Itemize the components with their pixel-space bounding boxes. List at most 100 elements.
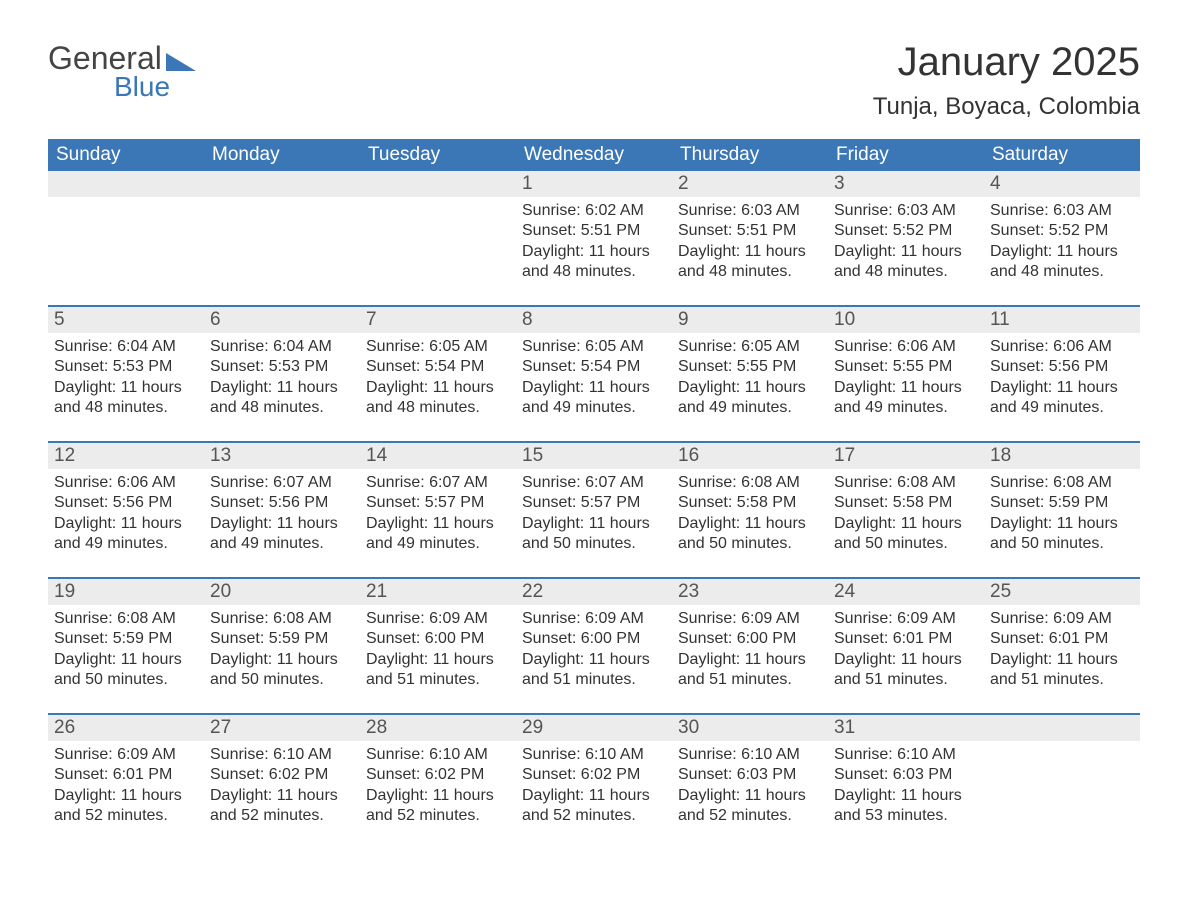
day2-text: and 49 minutes. bbox=[678, 398, 822, 418]
day-number: 17 bbox=[828, 443, 984, 469]
sunrise-text: Sunrise: 6:10 AM bbox=[522, 745, 666, 765]
day-cell bbox=[360, 197, 516, 305]
day-number: 18 bbox=[984, 443, 1140, 469]
day-number: 21 bbox=[360, 579, 516, 605]
day1-text: Daylight: 11 hours bbox=[834, 786, 978, 806]
day1-text: Daylight: 11 hours bbox=[990, 650, 1134, 670]
day1-text: Daylight: 11 hours bbox=[54, 378, 198, 398]
day-number bbox=[984, 715, 1140, 741]
day2-text: and 50 minutes. bbox=[522, 534, 666, 554]
day-number: 28 bbox=[360, 715, 516, 741]
sunset-text: Sunset: 6:01 PM bbox=[834, 629, 978, 649]
day2-text: and 49 minutes. bbox=[522, 398, 666, 418]
day1-text: Daylight: 11 hours bbox=[678, 242, 822, 262]
sunset-text: Sunset: 6:01 PM bbox=[54, 765, 198, 785]
sunrise-text: Sunrise: 6:10 AM bbox=[210, 745, 354, 765]
day1-text: Daylight: 11 hours bbox=[522, 242, 666, 262]
sunrise-text: Sunrise: 6:10 AM bbox=[366, 745, 510, 765]
day-number: 31 bbox=[828, 715, 984, 741]
day2-text: and 49 minutes. bbox=[366, 534, 510, 554]
sunset-text: Sunset: 5:55 PM bbox=[678, 357, 822, 377]
day2-text: and 50 minutes. bbox=[990, 534, 1134, 554]
day-cell bbox=[48, 197, 204, 305]
day2-text: and 51 minutes. bbox=[678, 670, 822, 690]
day-headers-row: SundayMondayTuesdayWednesdayThursdayFrid… bbox=[48, 139, 1140, 171]
day1-text: Daylight: 11 hours bbox=[366, 514, 510, 534]
day1-text: Daylight: 11 hours bbox=[54, 650, 198, 670]
day-header: Monday bbox=[204, 139, 360, 171]
week-row: 12131415161718Sunrise: 6:06 AMSunset: 5:… bbox=[48, 441, 1140, 577]
day-cell: Sunrise: 6:04 AMSunset: 5:53 PMDaylight:… bbox=[48, 333, 204, 441]
day-number: 1 bbox=[516, 171, 672, 197]
day2-text: and 50 minutes. bbox=[210, 670, 354, 690]
day2-text: and 52 minutes. bbox=[366, 806, 510, 826]
day2-text: and 48 minutes. bbox=[210, 398, 354, 418]
sunrise-text: Sunrise: 6:02 AM bbox=[522, 201, 666, 221]
day-cell: Sunrise: 6:02 AMSunset: 5:51 PMDaylight:… bbox=[516, 197, 672, 305]
day-header: Wednesday bbox=[516, 139, 672, 171]
day-cell: Sunrise: 6:09 AMSunset: 6:01 PMDaylight:… bbox=[984, 605, 1140, 713]
day1-text: Daylight: 11 hours bbox=[366, 378, 510, 398]
day-cell: Sunrise: 6:08 AMSunset: 5:58 PMDaylight:… bbox=[672, 469, 828, 577]
sunrise-text: Sunrise: 6:06 AM bbox=[834, 337, 978, 357]
day-number: 19 bbox=[48, 579, 204, 605]
week-row: 262728293031Sunrise: 6:09 AMSunset: 6:01… bbox=[48, 713, 1140, 849]
day1-text: Daylight: 11 hours bbox=[678, 378, 822, 398]
sunrise-text: Sunrise: 6:09 AM bbox=[366, 609, 510, 629]
day-header: Tuesday bbox=[360, 139, 516, 171]
day2-text: and 48 minutes. bbox=[990, 262, 1134, 282]
day1-text: Daylight: 11 hours bbox=[366, 786, 510, 806]
day2-text: and 51 minutes. bbox=[834, 670, 978, 690]
sunrise-text: Sunrise: 6:04 AM bbox=[210, 337, 354, 357]
day1-text: Daylight: 11 hours bbox=[210, 514, 354, 534]
week-row: 19202122232425Sunrise: 6:08 AMSunset: 5:… bbox=[48, 577, 1140, 713]
logo-triangle-icon bbox=[166, 53, 196, 71]
daycells-row: Sunrise: 6:02 AMSunset: 5:51 PMDaylight:… bbox=[48, 197, 1140, 305]
daycells-row: Sunrise: 6:04 AMSunset: 5:53 PMDaylight:… bbox=[48, 333, 1140, 441]
sunset-text: Sunset: 5:53 PM bbox=[54, 357, 198, 377]
sunset-text: Sunset: 5:59 PM bbox=[54, 629, 198, 649]
sunrise-text: Sunrise: 6:10 AM bbox=[678, 745, 822, 765]
day-number bbox=[48, 171, 204, 197]
sunset-text: Sunset: 6:01 PM bbox=[990, 629, 1134, 649]
day1-text: Daylight: 11 hours bbox=[54, 514, 198, 534]
sunset-text: Sunset: 5:57 PM bbox=[522, 493, 666, 513]
sunrise-text: Sunrise: 6:03 AM bbox=[990, 201, 1134, 221]
day-number: 16 bbox=[672, 443, 828, 469]
day2-text: and 50 minutes. bbox=[54, 670, 198, 690]
day1-text: Daylight: 11 hours bbox=[990, 514, 1134, 534]
day-number: 12 bbox=[48, 443, 204, 469]
day1-text: Daylight: 11 hours bbox=[834, 242, 978, 262]
day1-text: Daylight: 11 hours bbox=[522, 378, 666, 398]
day-cell: Sunrise: 6:07 AMSunset: 5:57 PMDaylight:… bbox=[360, 469, 516, 577]
sunrise-text: Sunrise: 6:10 AM bbox=[834, 745, 978, 765]
day-cell: Sunrise: 6:09 AMSunset: 6:01 PMDaylight:… bbox=[48, 741, 204, 849]
day2-text: and 52 minutes. bbox=[522, 806, 666, 826]
day2-text: and 48 minutes. bbox=[834, 262, 978, 282]
day-number: 15 bbox=[516, 443, 672, 469]
page-header: General Blue January 2025 Tunja, Boyaca,… bbox=[48, 40, 1140, 121]
day2-text: and 49 minutes. bbox=[54, 534, 198, 554]
day-cell: Sunrise: 6:07 AMSunset: 5:56 PMDaylight:… bbox=[204, 469, 360, 577]
sunset-text: Sunset: 6:02 PM bbox=[366, 765, 510, 785]
day-number: 24 bbox=[828, 579, 984, 605]
day-cell: Sunrise: 6:10 AMSunset: 6:02 PMDaylight:… bbox=[516, 741, 672, 849]
day-cell: Sunrise: 6:08 AMSunset: 5:59 PMDaylight:… bbox=[48, 605, 204, 713]
sunrise-text: Sunrise: 6:05 AM bbox=[678, 337, 822, 357]
day1-text: Daylight: 11 hours bbox=[834, 514, 978, 534]
sunset-text: Sunset: 5:59 PM bbox=[990, 493, 1134, 513]
sunrise-text: Sunrise: 6:08 AM bbox=[54, 609, 198, 629]
sunrise-text: Sunrise: 6:07 AM bbox=[522, 473, 666, 493]
day2-text: and 48 minutes. bbox=[366, 398, 510, 418]
day-number: 4 bbox=[984, 171, 1140, 197]
day-cell: Sunrise: 6:03 AMSunset: 5:52 PMDaylight:… bbox=[828, 197, 984, 305]
sunset-text: Sunset: 6:03 PM bbox=[678, 765, 822, 785]
day-number: 26 bbox=[48, 715, 204, 741]
sunset-text: Sunset: 6:03 PM bbox=[834, 765, 978, 785]
day-number: 10 bbox=[828, 307, 984, 333]
day1-text: Daylight: 11 hours bbox=[678, 650, 822, 670]
day-cell: Sunrise: 6:08 AMSunset: 5:59 PMDaylight:… bbox=[204, 605, 360, 713]
sunrise-text: Sunrise: 6:09 AM bbox=[522, 609, 666, 629]
day2-text: and 53 minutes. bbox=[834, 806, 978, 826]
day-cell: Sunrise: 6:10 AMSunset: 6:02 PMDaylight:… bbox=[360, 741, 516, 849]
